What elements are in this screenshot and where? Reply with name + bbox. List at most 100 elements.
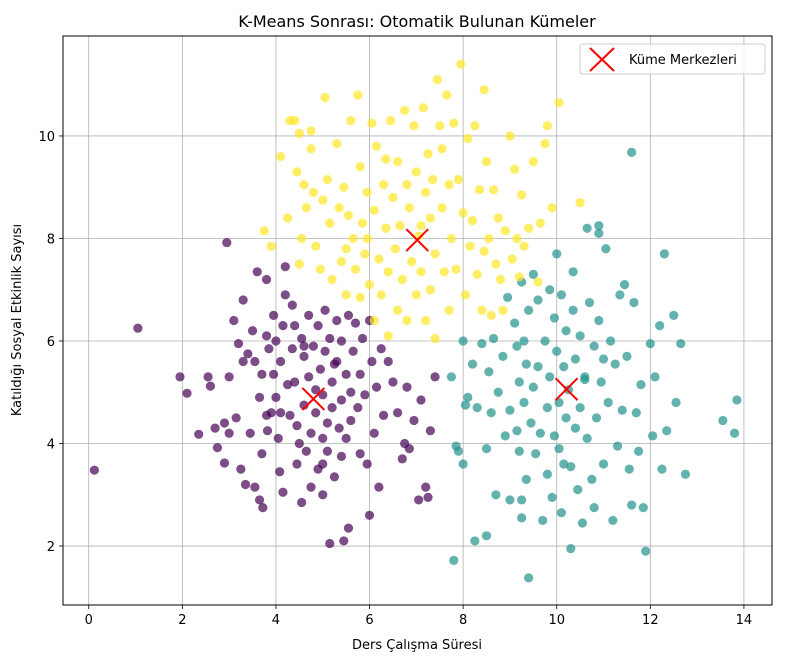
cluster-0-point: [250, 356, 260, 367]
cluster-2-point: [533, 277, 543, 287]
cluster-2-point: [453, 174, 464, 185]
cluster-0-point: [273, 433, 283, 444]
cluster-1-point: [566, 544, 576, 554]
legend-label: Küme Merkezleri: [629, 53, 737, 68]
cluster-1-point: [580, 374, 590, 385]
cluster-1-point: [512, 341, 522, 351]
cluster-1-point: [568, 305, 578, 315]
cluster-0-point: [231, 413, 241, 423]
cluster-2-point: [397, 274, 407, 285]
cluster-2-point: [301, 203, 311, 213]
cluster-0-point: [280, 290, 290, 300]
cluster-2-point: [402, 315, 412, 326]
cluster-0-point: [346, 387, 356, 397]
cluster-2-point: [517, 190, 527, 200]
cluster-0-point: [364, 510, 375, 520]
cluster-2-point: [435, 121, 445, 131]
cluster-2-point: [393, 305, 403, 315]
cluster-0-point: [290, 321, 300, 331]
cluster-1-point: [676, 338, 686, 349]
cluster-1-point: [556, 508, 567, 518]
cluster-2-point: [390, 244, 400, 254]
cluster-2-point: [430, 333, 440, 344]
data-points: [89, 59, 742, 583]
cluster-2-point: [308, 187, 318, 197]
cluster-0-point: [292, 420, 302, 431]
cluster-2-point: [524, 223, 534, 233]
cluster-1-point: [542, 469, 552, 479]
cluster-0-point: [175, 372, 185, 382]
cluster-0-point: [219, 418, 230, 428]
cluster-2-point: [460, 290, 471, 300]
cluster-1-point: [519, 397, 529, 408]
cluster-2-point: [292, 167, 302, 177]
cluster-2-point: [428, 174, 438, 185]
cluster-1-point: [648, 431, 658, 441]
cluster-0-point: [89, 465, 99, 475]
cluster-0-point: [409, 415, 419, 426]
cluster-0-point: [357, 333, 368, 344]
cluster-2-point: [381, 154, 391, 164]
cluster-0-point: [306, 428, 316, 438]
cluster-2-point: [507, 254, 517, 264]
cluster-2-point: [451, 264, 461, 274]
cluster-2-point: [421, 187, 431, 197]
cluster-2-point: [510, 164, 520, 174]
cluster-0-point: [238, 295, 248, 305]
cluster-0-point: [322, 418, 333, 428]
cluster-0-point: [306, 482, 316, 492]
cluster-2-point: [442, 90, 452, 100]
cluster-0-point: [320, 305, 330, 315]
cluster-0-point: [414, 495, 424, 505]
cluster-0-point: [360, 390, 370, 400]
cluster-0-point: [336, 395, 347, 405]
cluster-2-point: [512, 233, 522, 244]
cluster-0-point: [332, 315, 342, 326]
y-axis-label: Katıldığı Sosyal Etkinlik Sayısı: [10, 224, 25, 416]
cluster-1-point: [458, 336, 468, 346]
cluster-1-point: [514, 446, 524, 456]
cluster-1-point: [671, 397, 681, 408]
cluster-0-point: [353, 403, 363, 413]
cluster-2-point: [334, 203, 344, 213]
cluster-0-point: [268, 310, 279, 320]
cluster-1-point: [538, 515, 548, 526]
cluster-2-point: [495, 274, 506, 285]
cluster-2-point: [444, 305, 454, 315]
cluster-2-point: [318, 195, 328, 205]
cluster-2-point: [355, 292, 365, 303]
cluster-1-point: [514, 377, 524, 387]
cluster-0-point: [258, 503, 268, 513]
cluster-2-point: [491, 259, 501, 269]
cluster-2-point: [385, 115, 396, 126]
cluster-1-point: [481, 531, 492, 541]
cluster-1-point: [552, 346, 562, 356]
cluster-1-point: [650, 372, 660, 382]
cluster-1-point: [517, 513, 527, 523]
cluster-2-point: [306, 126, 316, 136]
cluster-1-point: [472, 403, 482, 413]
cluster-2-point: [444, 180, 454, 190]
cluster-0-point: [271, 336, 281, 346]
cluster-1-point: [519, 336, 529, 346]
cluster-1-point: [624, 464, 634, 474]
cluster-0-point: [278, 321, 288, 331]
cluster-0-point: [182, 388, 192, 398]
cluster-2-point: [493, 213, 503, 223]
cluster-2-point: [364, 280, 375, 290]
cluster-2-point: [393, 156, 403, 167]
cluster-2-point: [437, 144, 447, 154]
cluster-0-point: [425, 426, 435, 436]
cluster-2-point: [348, 233, 358, 244]
y-tick-label: 6: [47, 335, 55, 350]
cluster-2-point: [283, 213, 293, 223]
cluster-1-point: [575, 331, 585, 341]
cluster-0-point: [304, 372, 314, 382]
cluster-0-point: [299, 341, 309, 351]
cluster-0-point: [210, 423, 220, 433]
cluster-1-point: [549, 313, 559, 323]
cluster-2-point: [341, 244, 351, 254]
cluster-2-point: [276, 151, 286, 162]
cluster-1-point: [561, 326, 571, 336]
